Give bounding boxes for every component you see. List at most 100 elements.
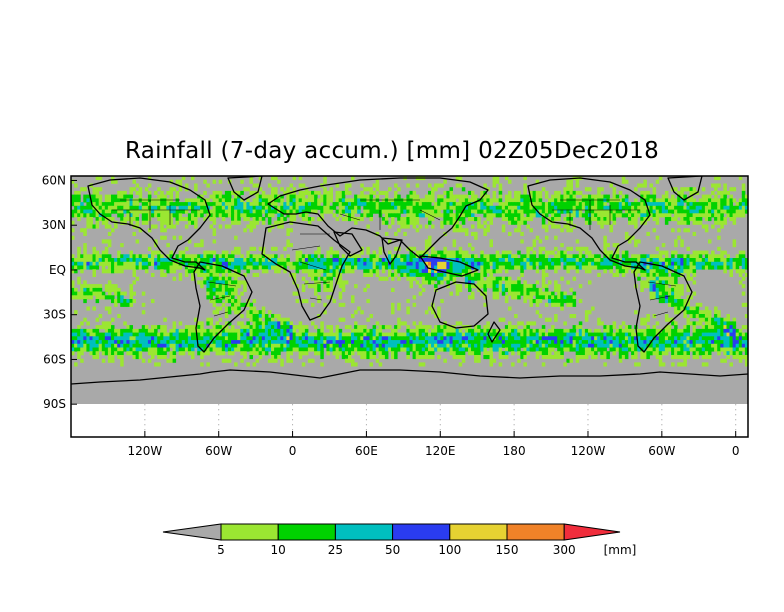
rain-cell [424, 336, 429, 341]
rain-cell [606, 220, 610, 225]
rain-cell [723, 261, 727, 266]
rain-cell [129, 284, 133, 289]
rain-cell [449, 340, 453, 345]
rain-cell [354, 202, 358, 207]
rain-cell [471, 340, 475, 345]
rain-cell [480, 224, 484, 229]
rain-cell [132, 217, 136, 222]
rain-cell [458, 258, 463, 263]
rain-cell [661, 272, 666, 277]
rain-cell [741, 205, 746, 210]
rain-cell [452, 343, 457, 348]
rain-cell [680, 194, 684, 199]
rain-cell [74, 183, 78, 188]
rain-cell [551, 198, 555, 203]
rain-cell [695, 220, 700, 225]
rain-cell [495, 198, 500, 203]
rain-cell [80, 340, 84, 345]
rain-cell [563, 224, 567, 229]
rain-cell [474, 276, 478, 281]
rain-cell [677, 254, 681, 259]
rain-cell [621, 250, 626, 255]
rain-cell [563, 295, 567, 300]
rain-cell [615, 202, 620, 207]
rain-cell [708, 310, 712, 315]
rain-cell [298, 205, 303, 210]
rain-cell [341, 254, 346, 259]
rain-cell [523, 336, 527, 341]
rain-cell [563, 328, 567, 333]
rain-cell [591, 198, 595, 203]
rain-cell [224, 280, 229, 285]
rain-cell [215, 343, 220, 348]
rain-cell [517, 291, 521, 296]
rain-cell [366, 284, 370, 289]
rain-cell [437, 325, 441, 330]
rain-cell [729, 209, 733, 214]
rain-cell [504, 269, 509, 274]
rain-cell [584, 217, 589, 222]
rain-cell [686, 261, 690, 266]
rain-cell [129, 261, 133, 266]
rain-cell [544, 254, 549, 259]
rain-cell [163, 217, 167, 222]
rain-cell [286, 321, 290, 326]
rain-cell [187, 343, 192, 348]
rain-cell [397, 202, 401, 207]
rain-cell [295, 343, 300, 348]
rain-cell [704, 224, 709, 229]
rain-cell [652, 328, 657, 333]
rain-cell [591, 217, 595, 222]
rain-cell [738, 269, 743, 274]
rain-cell [237, 269, 241, 274]
rain-cell [267, 202, 272, 207]
rain-cell [686, 287, 690, 292]
rain-cell [612, 261, 617, 266]
rain-cell [514, 280, 518, 285]
rain-cell [369, 254, 373, 259]
rain-cell [409, 332, 413, 337]
rain-cell [301, 299, 306, 304]
rain-cell [243, 228, 247, 233]
rain-cell [664, 325, 669, 330]
rain-cell [415, 340, 420, 345]
rain-cell [584, 202, 589, 207]
rain-cell [520, 254, 524, 259]
rain-cell [468, 280, 472, 285]
rain-cell [704, 321, 709, 326]
rain-cell [594, 258, 598, 263]
rain-cell [283, 258, 287, 263]
rain-cell [600, 217, 604, 222]
rain-cell [264, 317, 269, 322]
rain-cell [578, 250, 583, 255]
rain-cell [191, 205, 195, 210]
rain-cell [384, 340, 389, 345]
rain-cell [212, 328, 217, 333]
rain-cell [169, 194, 173, 199]
rain-cell [455, 176, 460, 181]
rain-cell [172, 321, 177, 326]
rain-cell [215, 209, 220, 214]
rain-cell [741, 183, 746, 188]
rain-cell [246, 187, 250, 192]
rain-cell [535, 190, 540, 195]
rain-cell [523, 194, 527, 199]
rain-cell [692, 190, 697, 195]
rain-cell [634, 187, 638, 192]
rain-cell [532, 194, 537, 199]
rain-cell [191, 254, 195, 259]
rain-cell [341, 332, 346, 337]
rain-cell [151, 325, 155, 330]
rain-cell [424, 269, 429, 274]
rain-cell [314, 343, 318, 348]
rain-cell [609, 217, 613, 222]
rain-cell [311, 321, 315, 326]
rain-cell [227, 332, 232, 337]
rain-cell [483, 295, 487, 300]
rain-cell [311, 258, 315, 263]
rain-cell [634, 332, 638, 337]
rain-cell [369, 258, 373, 263]
rain-cell [289, 321, 293, 326]
rain-cell [388, 258, 392, 263]
rain-cell [89, 287, 93, 292]
